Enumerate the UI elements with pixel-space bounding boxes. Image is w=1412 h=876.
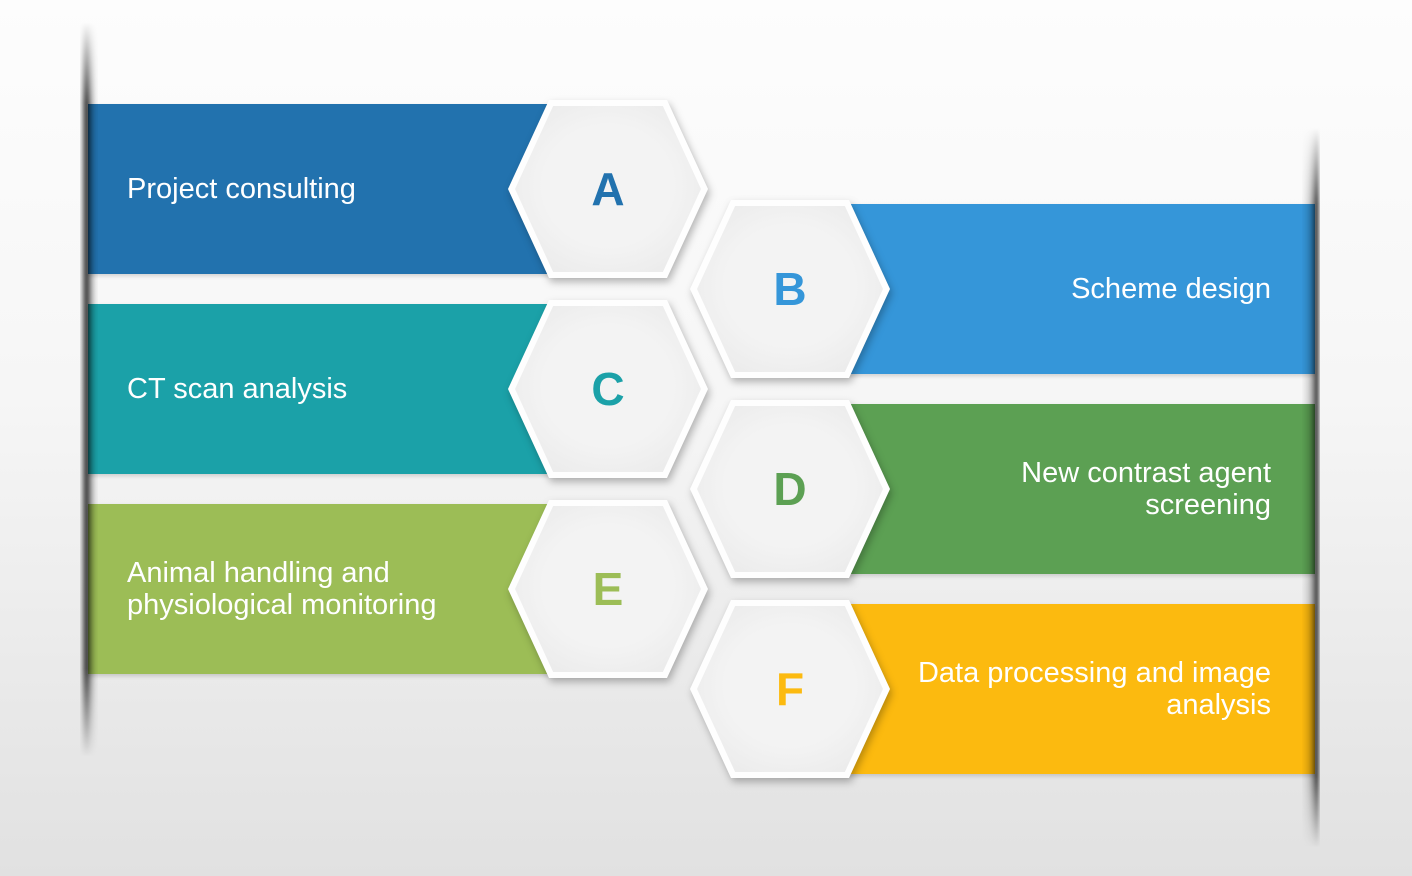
banner-label: New contrast agent screening: [1021, 456, 1271, 521]
hexagon-c: C: [508, 300, 708, 478]
hexagon-border: D: [690, 400, 890, 578]
hexagon-letter: E: [592, 563, 624, 615]
banner-label: Scheme design: [1071, 272, 1271, 305]
hexagon-e: E: [508, 500, 708, 678]
banner-label: CT scan analysis: [127, 372, 348, 405]
hexagon-face: A: [515, 106, 701, 272]
banner-new-contrast-agent-screening: New contrast agent screening: [788, 404, 1315, 574]
hexagon-face: C: [515, 306, 701, 472]
hexagon-letter: D: [773, 463, 807, 515]
hexagon-d: D: [690, 400, 890, 578]
hexagon-face: D: [697, 406, 883, 572]
hexagon-face: E: [515, 506, 701, 672]
hexagon-border: E: [508, 500, 708, 678]
banner-label: Animal handling and physiological monito…: [127, 556, 437, 621]
hexagon-letter: F: [775, 663, 805, 715]
banner-label: Data processing and image analysis: [917, 656, 1271, 721]
banner-label: Project consulting: [127, 172, 356, 205]
hexagon-letter: B: [773, 263, 807, 315]
hexagon-border: F: [690, 600, 890, 778]
hexagon-face: F: [697, 606, 883, 772]
hexagon-border: B: [690, 200, 890, 378]
hexagon-f: F: [690, 600, 890, 778]
hexagon-letter: C: [591, 363, 625, 415]
hexagon-a: A: [508, 100, 708, 278]
hexagon-letter: A: [591, 163, 625, 215]
hexagon-face: B: [697, 206, 883, 372]
hexagon-border: C: [508, 300, 708, 478]
hexagon-border: A: [508, 100, 708, 278]
hexagon-b: B: [690, 200, 890, 378]
